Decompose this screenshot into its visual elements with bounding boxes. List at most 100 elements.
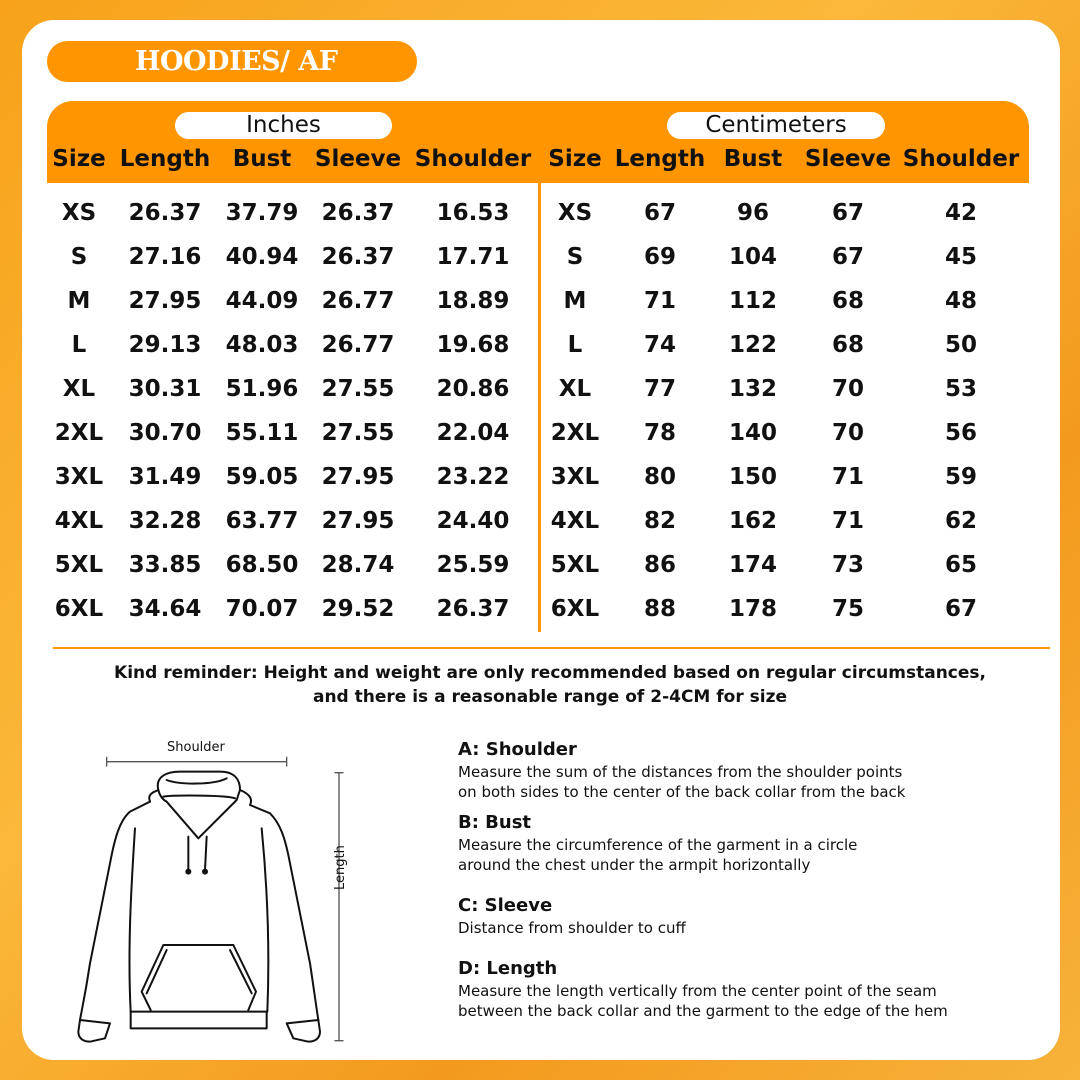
- centimeters-label: Centimeters: [667, 112, 885, 139]
- inches-cell-length: 34.64: [128, 596, 202, 622]
- cm-cell-shoulder: 48: [944, 288, 978, 314]
- cm-cell-shoulder: 56: [944, 420, 978, 446]
- cm-cell-length: 82: [643, 508, 677, 534]
- measurement-description: on both sides to the center of the back …: [458, 783, 906, 801]
- measurement-description: around the chest under the armpit horizo…: [458, 856, 811, 874]
- cm-cell-length: 80: [643, 464, 677, 490]
- column-header-shoulder-cm: Shoulder: [902, 146, 1020, 172]
- inches-cell-size: 5XL: [54, 552, 104, 578]
- measurement-description: Measure the sum of the distances from th…: [458, 763, 903, 781]
- cm-cell-shoulder: 53: [944, 376, 978, 402]
- measurement-description: Distance from shoulder to cuff: [458, 919, 686, 937]
- inches-cell-length: 26.37: [128, 200, 202, 226]
- inches-cell-length: 32.28: [128, 508, 202, 534]
- cm-cell-size: M: [563, 288, 587, 314]
- inches-cell-shoulder: 17.71: [436, 244, 510, 270]
- inches-cell-shoulder: 22.04: [436, 420, 510, 446]
- cm-cell-sleeve: 67: [831, 200, 865, 226]
- inches-cell-size: 2XL: [54, 420, 104, 446]
- column-header-sleeve-cm: Sleeve: [804, 146, 892, 172]
- measurement-item: B: Bust Measure the circumference of the …: [458, 812, 857, 875]
- cm-cell-bust: 122: [728, 332, 778, 358]
- inches-cell-bust: 70.07: [225, 596, 299, 622]
- length-label: Length: [333, 845, 348, 890]
- measurement-description: Measure the length vertically from the c…: [458, 982, 937, 1000]
- inches-cell-shoulder: 25.59: [436, 552, 510, 578]
- measurement-description: between the back collar and the garment …: [458, 1002, 948, 1020]
- measurement-description: Measure the circumference of the garment…: [458, 836, 858, 854]
- inches-cell-size: S: [70, 244, 88, 270]
- inches-cell-sleeve: 27.55: [321, 420, 395, 446]
- cm-cell-length: 77: [643, 376, 677, 402]
- inches-cell-sleeve: 26.37: [321, 244, 395, 270]
- inches-cell-bust: 55.11: [225, 420, 299, 446]
- measurement-title: A: Shoulder: [458, 739, 577, 760]
- inches-cell-sleeve: 27.95: [321, 464, 395, 490]
- cm-cell-bust: 96: [736, 200, 770, 226]
- cm-cell-length: 71: [643, 288, 677, 314]
- cm-cell-bust: 162: [728, 508, 778, 534]
- cm-cell-size: 4XL: [550, 508, 600, 534]
- column-header-size-cm: Size: [548, 146, 602, 172]
- inches-cell-shoulder: 19.68: [436, 332, 510, 358]
- inches-cell-size: 3XL: [54, 464, 104, 490]
- cm-cell-sleeve: 68: [831, 288, 865, 314]
- reminder-line-2: and there is a reasonable range of 2-4CM…: [312, 687, 788, 707]
- inches-cell-bust: 59.05: [225, 464, 299, 490]
- inches-cell-length: 27.16: [128, 244, 202, 270]
- cm-cell-sleeve: 75: [831, 596, 865, 622]
- cm-cell-sleeve: 70: [831, 376, 865, 402]
- cm-cell-bust: 140: [728, 420, 778, 446]
- inches-cell-bust: 51.96: [225, 376, 299, 402]
- inches-cell-length: 30.31: [128, 376, 202, 402]
- column-divider: [538, 183, 541, 632]
- inches-cell-sleeve: 26.77: [321, 288, 395, 314]
- inches-cell-bust: 68.50: [225, 552, 299, 578]
- column-header-length-in: Length: [119, 146, 211, 172]
- inches-cell-length: 30.70: [128, 420, 202, 446]
- cm-cell-length: 78: [643, 420, 677, 446]
- hoodie-outline-icon: [77, 756, 344, 1043]
- inches-cell-shoulder: 18.89: [436, 288, 510, 314]
- inches-cell-size: L: [71, 332, 87, 358]
- inches-cell-sleeve: 27.55: [321, 376, 395, 402]
- cm-cell-shoulder: 62: [944, 508, 978, 534]
- cm-cell-size: 6XL: [550, 596, 600, 622]
- size-chart-card: [22, 20, 1060, 1060]
- inches-cell-size: 6XL: [54, 596, 104, 622]
- cm-cell-size: 3XL: [550, 464, 600, 490]
- cm-cell-sleeve: 71: [831, 508, 865, 534]
- inches-cell-shoulder: 26.37: [436, 596, 510, 622]
- column-header-bust-cm: Bust: [723, 146, 783, 172]
- inches-cell-shoulder: 16.53: [436, 200, 510, 226]
- inches-cell-bust: 44.09: [225, 288, 299, 314]
- cm-cell-length: 86: [643, 552, 677, 578]
- measurement-title: D: Length: [458, 958, 558, 979]
- cm-cell-shoulder: 45: [944, 244, 978, 270]
- inches-cell-size: 4XL: [54, 508, 104, 534]
- column-header-sleeve-in: Sleeve: [314, 146, 402, 172]
- cm-cell-bust: 104: [728, 244, 778, 270]
- shoulder-label: Shoulder: [167, 740, 225, 755]
- cm-cell-length: 67: [643, 200, 677, 226]
- cm-cell-size: 5XL: [550, 552, 600, 578]
- cm-cell-sleeve: 71: [831, 464, 865, 490]
- cm-cell-bust: 150: [728, 464, 778, 490]
- inches-label: Inches: [175, 112, 392, 139]
- inches-cell-size: XS: [61, 200, 97, 226]
- inches-cell-sleeve: 26.77: [321, 332, 395, 358]
- inches-cell-sleeve: 26.37: [321, 200, 395, 226]
- cm-cell-length: 88: [643, 596, 677, 622]
- cm-cell-sleeve: 73: [831, 552, 865, 578]
- inches-cell-bust: 48.03: [225, 332, 299, 358]
- cm-cell-sleeve: 68: [831, 332, 865, 358]
- cm-cell-size: 2XL: [550, 420, 600, 446]
- cm-cell-size: L: [567, 332, 583, 358]
- inches-cell-sleeve: 27.95: [321, 508, 395, 534]
- cm-cell-length: 69: [643, 244, 677, 270]
- page-title: HOODIES/ AF: [47, 41, 417, 82]
- cm-cell-length: 74: [643, 332, 677, 358]
- inches-cell-length: 27.95: [128, 288, 202, 314]
- inches-cell-bust: 63.77: [225, 508, 299, 534]
- cm-cell-size: XS: [557, 200, 593, 226]
